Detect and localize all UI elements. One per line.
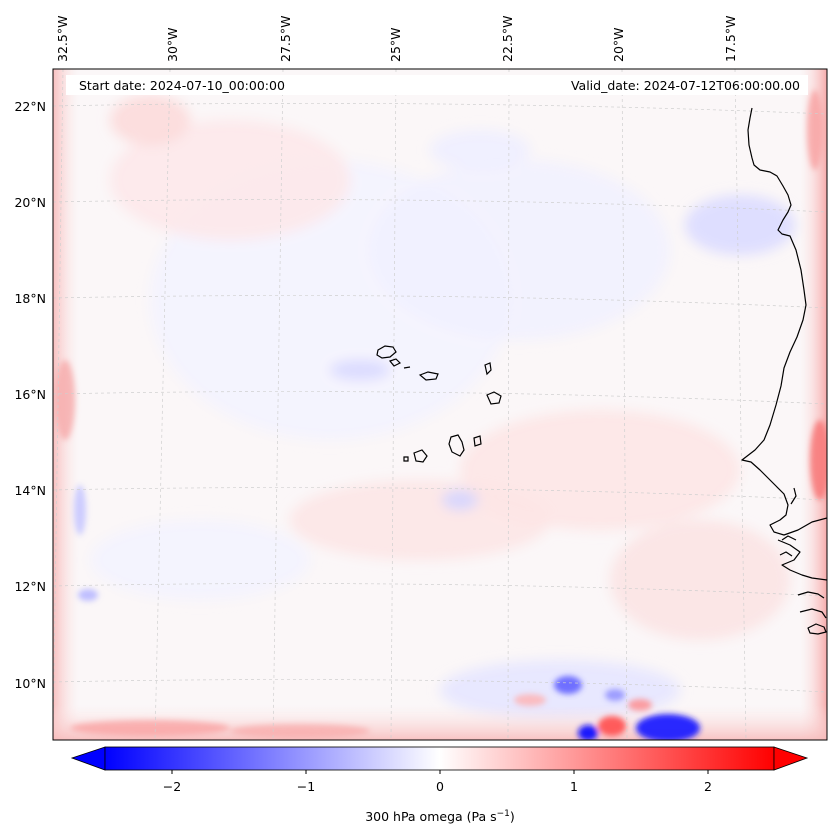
map-frame [52,68,828,741]
colorbar-extend-min [70,746,106,771]
valid-date-label: Valid_date: 2024-07-12T06:00:00.00 [571,78,800,93]
lat-label: 20°N [14,195,46,210]
lon-label: 25°W [388,27,403,62]
colorbar-label: 300 hPa omega (Pa s−1) [365,809,515,824]
longitude-labels: 32.5°W 30°W 27.5°W 25°W 22.5°W 20°W 17.5… [55,16,738,62]
lat-label: 12°N [14,579,46,594]
lon-label: 17.5°W [723,16,738,62]
lat-label: 10°N [14,676,46,691]
lon-label: 20°W [611,27,626,62]
colorbar-tick-label: 2 [704,779,712,794]
lat-label: 14°N [14,483,46,498]
lat-label: 18°N [14,291,46,306]
start-date-label: Start date: 2024-07-10_00:00:00 [79,78,285,93]
colorbar: −2 −1 0 1 2 300 hPa omega (Pa s−1) [70,746,809,824]
latitude-labels: 22°N 20°N 18°N 16°N 14°N 12°N 10°N [14,99,46,691]
colorbar-tick-label: 0 [436,779,444,794]
colorbar-tick-label: −1 [297,779,315,794]
cape-verde-islands [376,345,502,463]
graticule [53,69,827,740]
lon-label: 30°W [165,27,180,62]
colorbar-label-exponent: −1 [497,809,510,819]
colorbar-label-suffix: ) [510,809,515,824]
lon-label: 22.5°W [500,16,515,62]
colorbar-tick-label: −2 [163,779,181,794]
lat-label: 22°N [14,99,46,114]
lat-label: 16°N [14,387,46,402]
colorbar-gradient [104,746,775,771]
lon-label: 32.5°W [55,16,70,62]
colorbar-label-prefix: 300 hPa omega (Pa s [365,809,496,824]
lon-label: 27.5°W [278,16,293,62]
omega-field [53,69,827,740]
coastline [741,107,827,635]
header-bar: Start date: 2024-07-10_00:00:00 Valid_da… [66,75,808,95]
colorbar-extend-max [773,746,809,771]
africa-coastline [741,107,827,536]
colorbar-tick-label: 1 [570,779,578,794]
